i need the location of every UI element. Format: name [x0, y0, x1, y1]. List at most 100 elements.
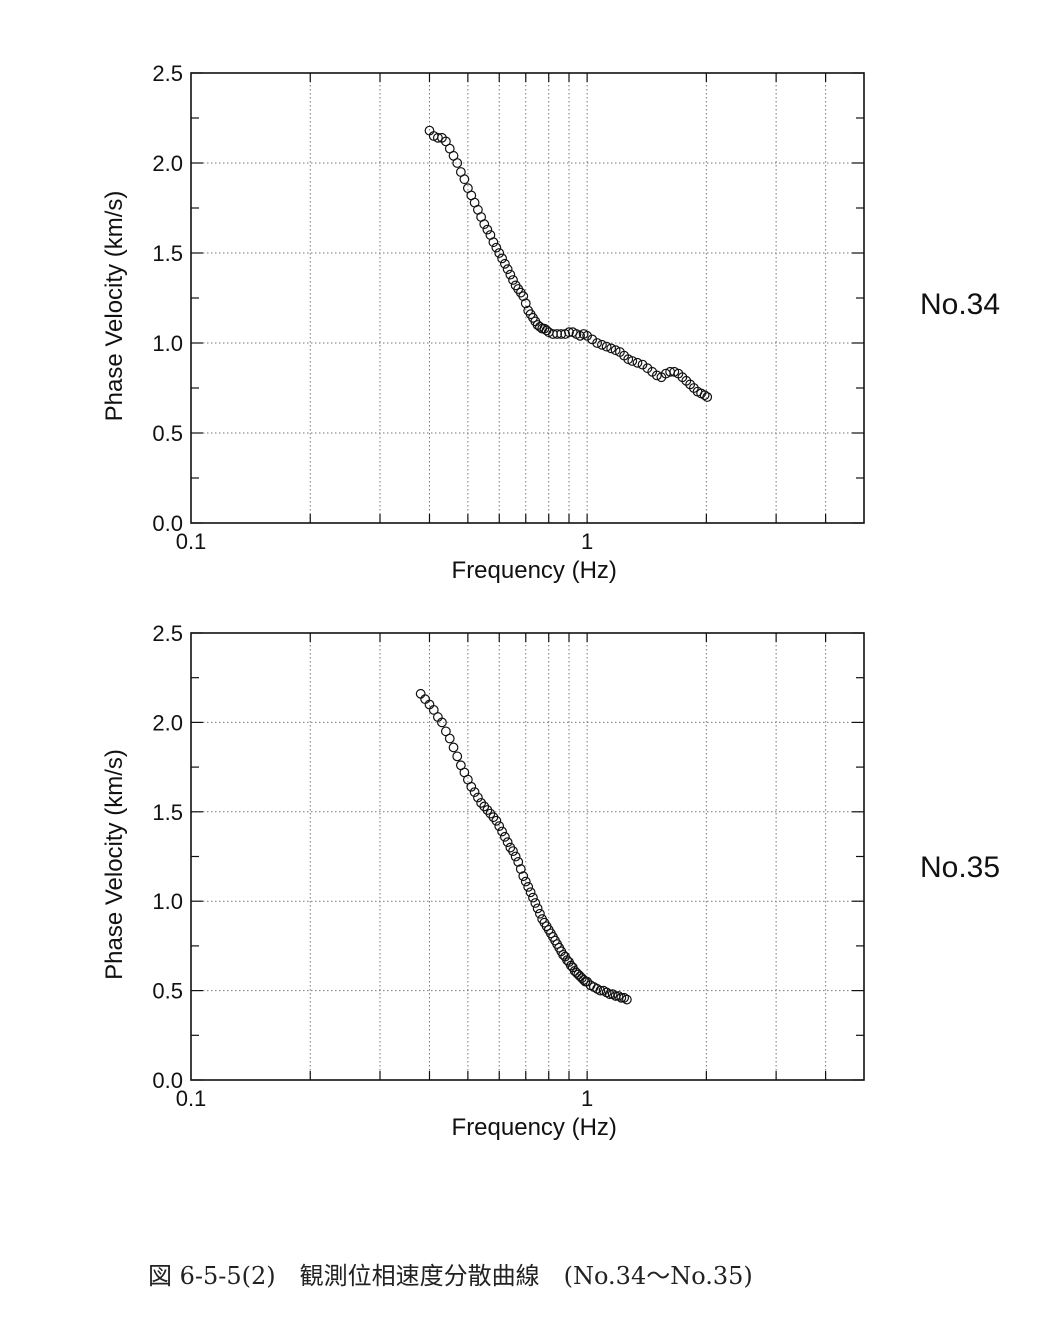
data-point: [428, 704, 439, 715]
y-tick-label: 1.0: [152, 889, 183, 914]
data-point: [469, 787, 480, 798]
x-tick-label: 1: [581, 1086, 593, 1111]
data-point: [432, 132, 443, 143]
x-tick-label: 0.1: [176, 529, 207, 554]
data-point: [606, 343, 617, 354]
data-point: [616, 992, 627, 1003]
plot-frame: [190, 632, 865, 1081]
chart-panel-2: 0.0 0.5 1.0 1.5 2.0 2.5 0.1 1 Frequency (Hz) Phas…: [101, 621, 1000, 1141]
y-tick-label: 0.5: [152, 979, 183, 1004]
y-tick-label: 1.0: [152, 331, 183, 356]
data-series-1: [424, 125, 713, 402]
data-point: [437, 717, 447, 728]
data-point: [532, 903, 543, 914]
data-point: [499, 831, 510, 842]
data-point: [491, 815, 502, 826]
data-point: [688, 383, 699, 393]
data-point: [621, 994, 632, 1005]
data-point: [448, 742, 459, 753]
data-point: [497, 253, 507, 264]
data-point: [535, 908, 545, 919]
data-point: [571, 967, 582, 978]
x-axis-label: Frequency (Hz): [452, 557, 617, 584]
data-point: [576, 973, 587, 983]
data-point: [573, 969, 584, 980]
y-tick-label: 2.5: [152, 621, 183, 646]
data-point: [632, 357, 643, 368]
data-point: [619, 992, 630, 1003]
data-point: [508, 275, 518, 285]
data-point: [607, 989, 618, 1000]
data-point: [508, 846, 518, 857]
data-point: [444, 733, 455, 744]
data-point: [530, 898, 541, 908]
data-point: [505, 269, 516, 280]
chart-panel-1: 0.0 0.5 1.0 1.5 2.0 2.5 0.1 1 Frequency (Hz) Phas…: [101, 61, 1000, 584]
figure-caption: 図 6-5-5(2) 観測位相速度分散曲線 (No.34〜No.35): [148, 1262, 753, 1290]
plot-frame: [190, 72, 865, 524]
data-point: [595, 985, 606, 996]
data-point: [473, 792, 483, 803]
data-point: [601, 341, 612, 352]
data-point: [510, 851, 521, 862]
y-tick-label: 2.0: [152, 710, 183, 735]
data-point: [637, 359, 648, 370]
data-point: [613, 991, 624, 1001]
data-point: [452, 158, 463, 168]
data-point: [452, 751, 463, 762]
panel-label: No.34: [920, 288, 1000, 321]
data-point: [587, 334, 598, 345]
data-point: [499, 258, 510, 269]
data-point: [525, 887, 536, 898]
data-point: [482, 224, 493, 235]
data-point: [520, 298, 531, 309]
x-tick-label: 1: [581, 529, 593, 554]
data-point: [491, 242, 502, 253]
data-point: [502, 837, 513, 848]
y-tick-label: 0.0: [152, 1068, 183, 1093]
panel-label: No.35: [920, 851, 1000, 884]
y-tick-label: 2.0: [152, 151, 183, 176]
data-point: [515, 864, 526, 874]
data-point: [518, 871, 529, 882]
y-tick-label: 1.5: [152, 241, 183, 266]
data-point: [476, 797, 487, 808]
data-point: [592, 338, 603, 348]
x-axis-label: Frequency (Hz): [452, 1114, 617, 1141]
data-point: [564, 327, 574, 338]
y-tick-label: 1.5: [152, 800, 183, 825]
data-point: [575, 971, 585, 982]
data-point: [520, 876, 531, 887]
data-point: [699, 390, 710, 401]
data-point: [479, 801, 490, 812]
data-point: [488, 237, 499, 248]
data-point: [651, 370, 662, 381]
data-point: [582, 330, 593, 341]
data-point: [466, 781, 477, 792]
y-tick-label: 2.5: [152, 61, 183, 86]
data-point: [518, 291, 529, 302]
data-point: [597, 339, 607, 350]
data-point: [523, 881, 534, 892]
data-point: [610, 345, 621, 356]
data-point: [528, 892, 538, 903]
data-series-1: [415, 688, 632, 1005]
data-point: [420, 694, 431, 705]
data-point: [627, 356, 638, 366]
y-axis-label: Phase Velocity (km/s): [101, 191, 128, 422]
data-point: [502, 264, 513, 275]
data-point: [513, 856, 524, 867]
data-point: [494, 248, 505, 258]
data-point: [494, 821, 505, 832]
data-point: [415, 688, 426, 699]
data-point: [459, 174, 470, 185]
data-point: [479, 219, 490, 230]
y-tick-label: 0.5: [152, 421, 183, 446]
x-tick-label: 0.1: [176, 1086, 207, 1111]
data-point: [497, 826, 507, 837]
y-axis-label: Phase Velocity (km/s): [101, 749, 128, 980]
data-point: [582, 976, 593, 987]
y-tick-label: 0.0: [152, 511, 183, 536]
data-point: [702, 392, 713, 402]
